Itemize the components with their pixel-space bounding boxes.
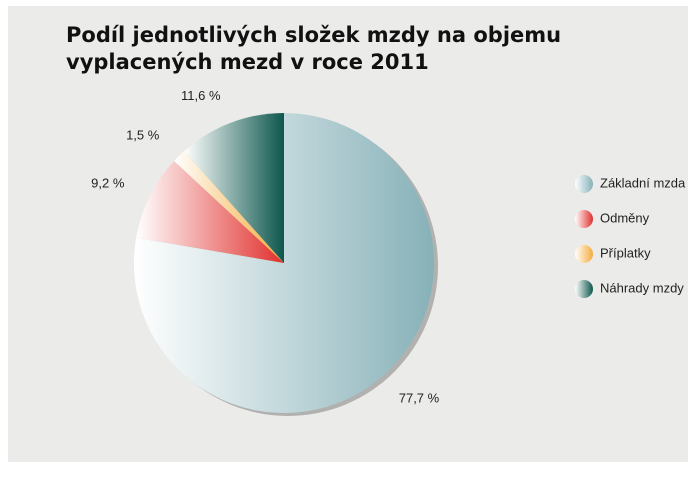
data-label: 9,2 % bbox=[91, 176, 125, 191]
legend-swatch bbox=[575, 245, 593, 263]
legend-label: Příplatky bbox=[600, 245, 651, 260]
legend-label: Odměny bbox=[600, 210, 650, 225]
data-label: 1,5 % bbox=[126, 127, 160, 142]
pie-slice bbox=[184, 113, 284, 263]
legend-label: Základní mzda bbox=[600, 175, 686, 190]
data-label: 77,7 % bbox=[399, 391, 440, 406]
legend-label: Náhrady mzdy bbox=[600, 280, 684, 295]
pie-slice bbox=[133, 113, 434, 413]
legend-swatch bbox=[575, 280, 593, 298]
chart-title: Podíl jednotlivých složek mzdy na objemu… bbox=[66, 23, 562, 74]
pie-slice bbox=[174, 151, 284, 263]
legend-swatch bbox=[575, 210, 593, 228]
data-label: 11,6 % bbox=[181, 88, 221, 103]
pie-slice bbox=[136, 161, 284, 263]
legend-swatch bbox=[575, 175, 593, 193]
